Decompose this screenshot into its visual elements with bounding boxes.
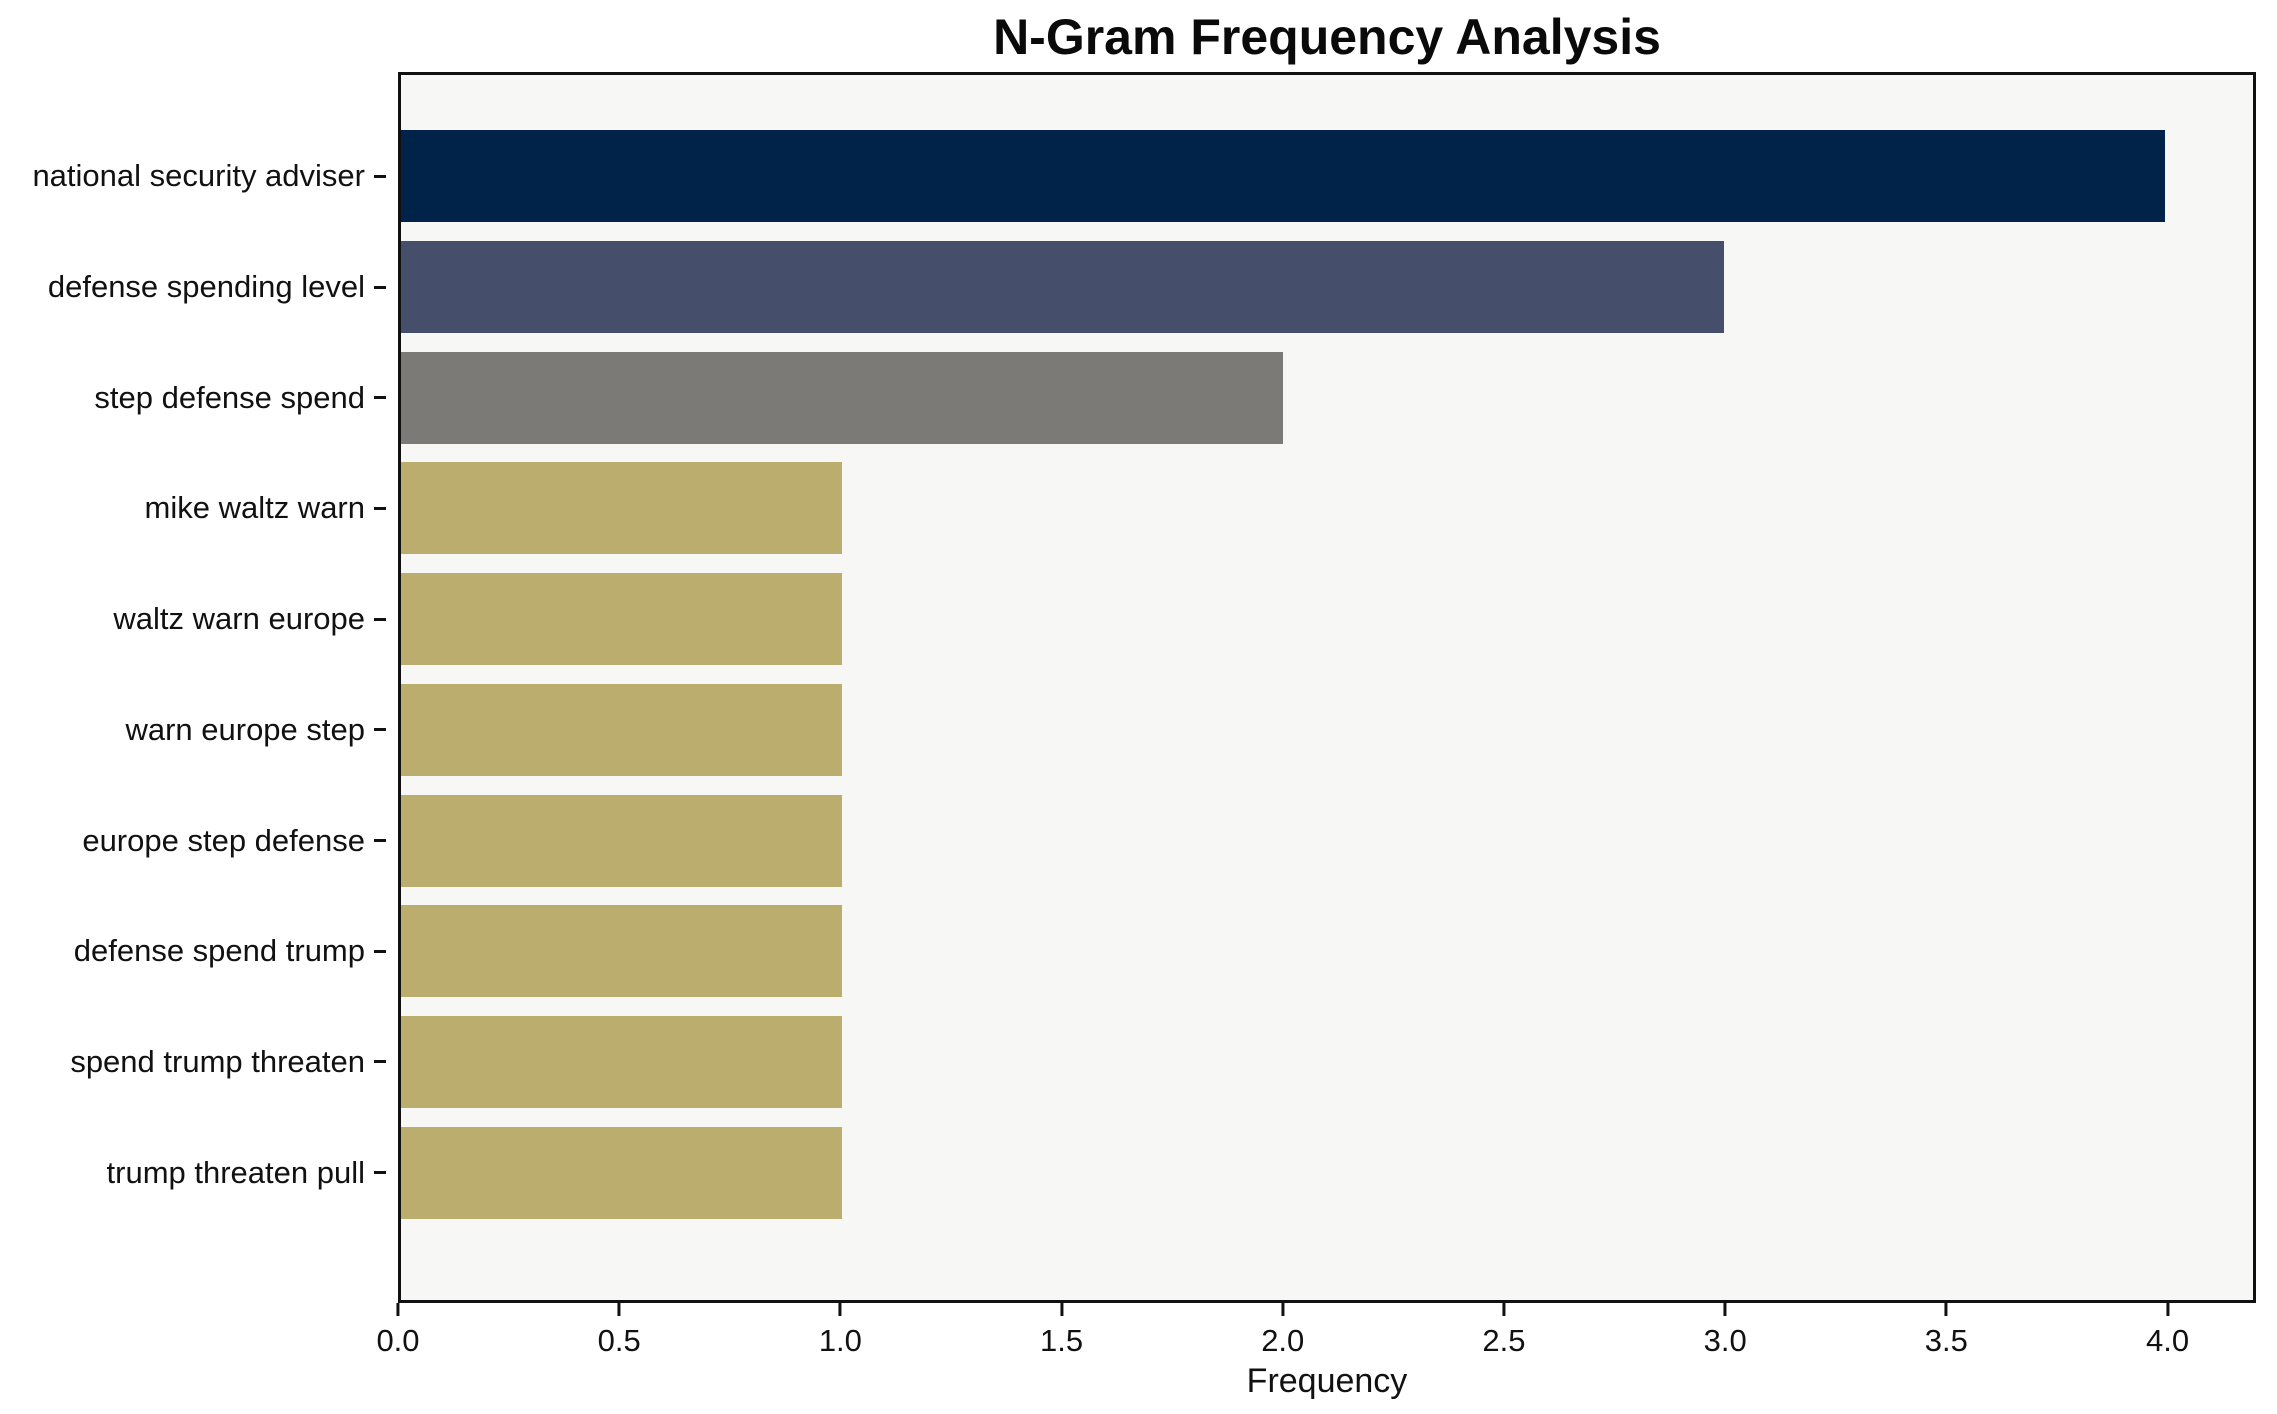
plot-area <box>398 72 2256 1303</box>
x-tick: 2.5 <box>1482 1303 1525 1359</box>
x-tick-label: 3.0 <box>1703 1323 1747 1358</box>
bar-row <box>401 453 2253 564</box>
x-tick-label: 0.0 <box>376 1323 420 1358</box>
bar <box>401 351 1283 444</box>
x-tick: 3.0 <box>1704 1303 1747 1359</box>
bar <box>401 573 842 666</box>
x-tick-mark <box>1723 1303 1727 1316</box>
bar-row <box>401 564 2253 675</box>
x-tick-mark <box>838 1303 842 1316</box>
x-tick: 0.0 <box>376 1303 420 1359</box>
y-tick-label: europe step defense <box>82 822 365 858</box>
y-tick-mark <box>374 949 386 953</box>
x-axis-title: Frequency <box>1246 1362 1408 1400</box>
x-axis: 0.0 0.5 1.0 1.5 2.0 2.5 3.0 3.5 4.0 <box>376 1303 2256 1383</box>
y-label-row: step defense spend <box>0 342 386 453</box>
y-tick-label: spend trump threaten <box>70 1043 365 1079</box>
y-tick-label: waltz warn europe <box>113 601 365 637</box>
x-tick-mark <box>1060 1303 1064 1316</box>
x-tick-mark <box>1281 1303 1285 1316</box>
y-tick-mark <box>374 285 386 289</box>
y-tick-mark <box>374 617 386 621</box>
bar <box>401 794 842 887</box>
y-label-row: spend trump threaten <box>0 1007 386 1118</box>
bar <box>401 462 842 555</box>
bar <box>401 130 2165 223</box>
y-tick-label: step defense spend <box>94 379 365 415</box>
y-label-row: europe step defense <box>0 785 386 896</box>
bar-row <box>401 1117 2253 1228</box>
y-tick-mark <box>374 1171 386 1175</box>
y-label-row: defense spend trump <box>0 896 386 1007</box>
y-label-row: national security adviser <box>0 121 386 232</box>
x-tick: 2.0 <box>1261 1303 1304 1359</box>
x-tick-label: 1.0 <box>818 1323 862 1358</box>
bar <box>401 1126 842 1219</box>
y-label-row: warn europe step <box>0 675 386 786</box>
bar <box>401 905 842 998</box>
y-tick-mark <box>374 174 386 178</box>
bar-row <box>401 232 2253 343</box>
chart-title: N-Gram Frequency Analysis <box>993 9 1661 65</box>
bar-row <box>401 121 2253 232</box>
y-axis-labels: national security adviser defense spendin… <box>0 75 386 1300</box>
bar-row <box>401 675 2253 786</box>
y-tick-label: warn europe step <box>125 711 365 747</box>
bar <box>401 241 1724 334</box>
y-tick-label: defense spend trump <box>73 933 365 969</box>
y-tick-label: defense spending level <box>47 269 365 305</box>
bars-container <box>401 121 2253 1228</box>
x-tick: 1.0 <box>819 1303 862 1359</box>
x-tick-label: 2.5 <box>1482 1323 1526 1358</box>
y-tick-label: trump threaten pull <box>106 1154 365 1190</box>
x-tick-mark <box>617 1303 621 1316</box>
bar-row <box>401 342 2253 453</box>
y-tick-mark <box>374 728 386 732</box>
y-tick-label: mike waltz warn <box>144 490 366 526</box>
x-tick-label: 3.5 <box>1924 1323 1968 1358</box>
y-tick-mark <box>374 1060 386 1064</box>
x-tick-mark <box>2166 1303 2170 1316</box>
x-tick-label: 1.5 <box>1040 1323 1084 1358</box>
bar <box>401 1015 842 1108</box>
x-tick: 1.5 <box>1040 1303 1083 1359</box>
bar <box>401 683 842 776</box>
x-tick: 0.5 <box>598 1303 641 1359</box>
y-label-row: waltz warn europe <box>0 564 386 675</box>
y-tick-mark <box>374 839 386 843</box>
x-tick-label: 0.5 <box>597 1323 641 1358</box>
x-tick-mark <box>1944 1303 1948 1316</box>
x-tick-label: 4.0 <box>2145 1323 2190 1358</box>
x-tick-mark <box>1502 1303 1506 1316</box>
y-tick-mark <box>374 396 386 400</box>
y-label-row: mike waltz warn <box>0 453 386 564</box>
y-label-row: defense spending level <box>0 232 386 343</box>
bar-row <box>401 1007 2253 1118</box>
x-tick-label: 2.0 <box>1261 1323 1305 1358</box>
bar-row <box>401 896 2253 1007</box>
x-tick: 3.5 <box>1925 1303 1968 1359</box>
x-tick-mark <box>396 1303 400 1316</box>
y-label-row: trump threaten pull <box>0 1117 386 1228</box>
y-tick-mark <box>374 506 386 510</box>
x-tick: 4.0 <box>2146 1303 2189 1359</box>
bar-row <box>401 785 2253 896</box>
y-tick-label: national security adviser <box>32 158 365 194</box>
